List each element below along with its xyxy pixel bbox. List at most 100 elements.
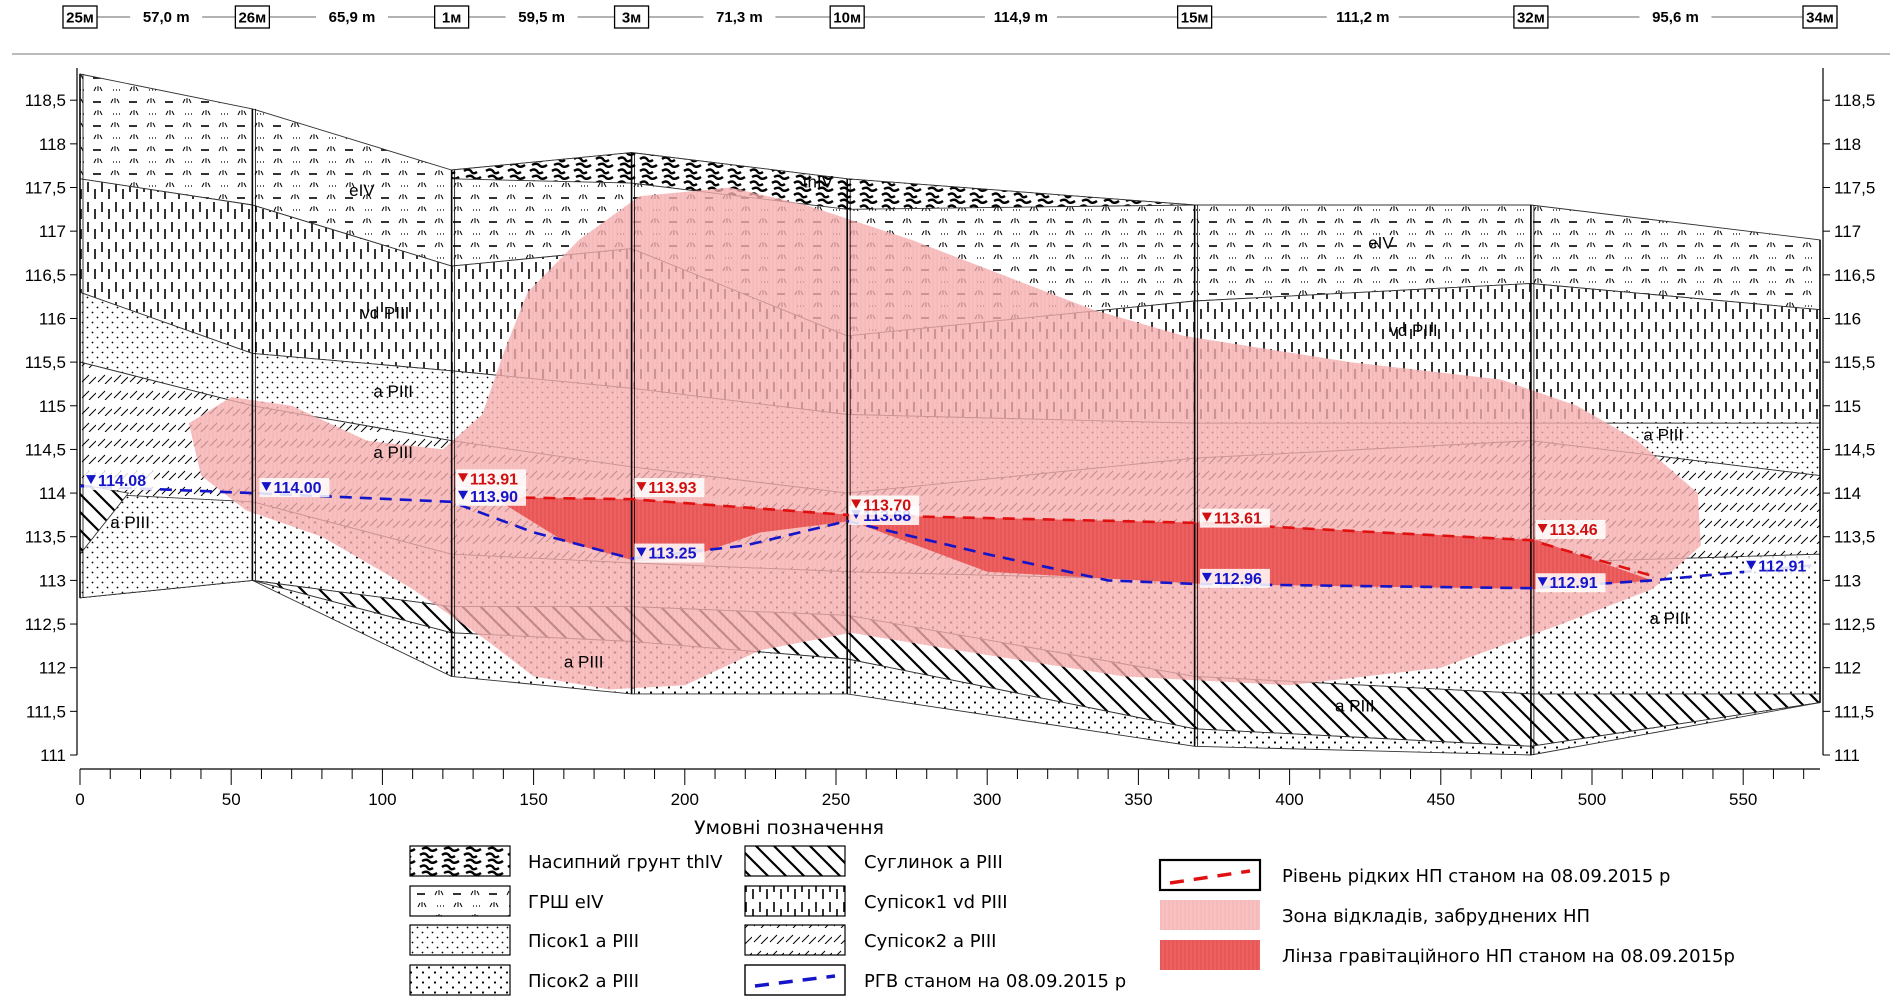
- level-label-bg: [455, 469, 526, 489]
- legend-swatch: [1160, 940, 1260, 970]
- y-tick-label: 115,5: [1834, 353, 1875, 372]
- oil-lens: [503, 497, 1653, 590]
- x-tick-label: 150: [519, 790, 547, 809]
- level-triangle-icon: [86, 475, 96, 485]
- level-triangle-icon: [1537, 524, 1548, 533]
- layer-label: a PIII: [373, 382, 413, 401]
- groundwater-level-marker: 112.96: [1199, 568, 1270, 588]
- well-name: 1м: [442, 10, 461, 27]
- groundwater-level-marker: 112.91: [1744, 556, 1815, 576]
- x-tick-label: 50: [222, 790, 241, 809]
- np-line-icon: [1169, 869, 1251, 885]
- level-value: 113.70: [863, 498, 911, 515]
- well-distance: 65,9 m: [329, 9, 376, 26]
- legend-swatch: [409, 924, 511, 956]
- y-tick-label: 118: [1834, 135, 1861, 154]
- layer-label: a PIII: [373, 443, 413, 462]
- y-tick-label: 113,5: [1834, 528, 1875, 547]
- y-tick-label: 114,5: [25, 440, 66, 459]
- well-distance: 59,5 m: [518, 9, 565, 26]
- level-triangle-icon: [636, 547, 647, 557]
- y-tick-label: 116,5: [1834, 266, 1875, 285]
- level-value: 114.00: [273, 480, 321, 497]
- legend-label: Насипний грунт thIV: [528, 852, 723, 873]
- level-label-bg: [259, 478, 330, 498]
- well-distance: 71,3 m: [716, 9, 763, 26]
- well-header-row: 25м 26м 1м 3м 10м 15м 32м 34м 57,0 m 65,9 m 59,5 m…: [62, 5, 1838, 29]
- legend-label: Супісок1 vd PIII: [864, 892, 1008, 913]
- y-tick-label: 114,5: [1834, 440, 1875, 459]
- level-label-bg: [1199, 568, 1270, 588]
- well-distance: 95,6 m: [1652, 9, 1699, 26]
- level-value: 113.61: [1214, 511, 1262, 528]
- distance-bg: [984, 7, 1057, 27]
- y-tick-label: 115,5: [25, 353, 66, 372]
- well-name-box: [829, 5, 865, 29]
- level-value: 114.08: [98, 473, 146, 490]
- oil-level-marker: 113.70: [849, 495, 920, 515]
- well-name-box: [1513, 5, 1549, 29]
- x-tick-label: 550: [1729, 790, 1757, 809]
- well-name-box: [1802, 5, 1838, 29]
- legend-label: Пісок1 а PIII: [528, 931, 639, 952]
- legend-label: Лінза гравітаційного НП станом на 08.09.…: [1282, 946, 1735, 967]
- level-label-bg: [849, 495, 920, 515]
- distance-bg: [130, 7, 203, 27]
- well-name-box: [1176, 5, 1213, 29]
- legend-swatch: [744, 964, 846, 996]
- groundwater-level-marker: 114.00: [259, 478, 330, 498]
- layer-labels: thIV eIV eIV vd PIII vd PIII a PIII a PIII a PI…: [110, 173, 1689, 716]
- well-columns: [79, 74, 1824, 755]
- oil-lens-area: [503, 497, 1653, 590]
- level-value: 113.91: [470, 471, 518, 488]
- y-tick-label: 116: [39, 309, 66, 328]
- groundwater-level-marker: 113.90: [455, 486, 526, 506]
- y-tick-label: 112,5: [1834, 615, 1875, 634]
- level-label-bg: [634, 543, 705, 563]
- layer-label: a PIII: [110, 513, 150, 532]
- level-label-bg: [1535, 519, 1606, 539]
- x-tick-label: 0: [75, 790, 84, 809]
- layer-label: a PIII: [1649, 609, 1689, 628]
- y-tick-label: 114: [1834, 484, 1861, 503]
- y-tick-label: 116: [1834, 309, 1861, 328]
- y-tick-label: 116,5: [25, 266, 66, 285]
- y-tick-label: 118,5: [25, 91, 66, 110]
- legend-swatch: [409, 964, 511, 996]
- level-value: 112.91: [1550, 575, 1598, 592]
- well-name: 3м: [622, 10, 641, 27]
- legend-swatch: [409, 845, 511, 877]
- well-name: 10м: [833, 10, 861, 27]
- y-tick-label: 115: [39, 397, 66, 416]
- level-triangle-icon: [458, 490, 468, 500]
- layer-label: a PIII: [564, 653, 604, 672]
- level-triangle-icon: [1746, 560, 1757, 570]
- layer-label: vd PIII: [361, 303, 409, 322]
- y-tick-label: 112: [1834, 659, 1861, 678]
- layer-label: a PIII: [1335, 696, 1375, 715]
- oil-level-line: [503, 496, 1653, 578]
- level-value: 112.91: [1758, 559, 1806, 576]
- groundwater-level-marker: 112.91: [1535, 573, 1606, 593]
- well-name: 26м: [238, 10, 266, 27]
- well-name-box: [234, 5, 271, 29]
- y-tick-label: 112: [39, 659, 66, 678]
- y-tick-label: 113,5: [25, 528, 66, 547]
- layer-nasypnyi: [451, 152, 1195, 210]
- y-tick-label: 118,5: [1834, 91, 1875, 110]
- level-triangle-icon: [1537, 577, 1548, 587]
- oil-level-marker: 113.61: [1199, 508, 1270, 528]
- axes: 111 111 111,5 111,5 112 112 112,5 112,5 113 113 11…: [25, 68, 1875, 809]
- y-tick-label: 111,5: [1834, 702, 1874, 721]
- level-triangle-icon: [636, 482, 647, 492]
- layer-label: thIV: [803, 173, 834, 192]
- well-distance: 57,0 m: [143, 9, 190, 26]
- legend-label: Супісок2 а PIII: [864, 931, 996, 952]
- level-label-bg: [84, 471, 155, 491]
- level-value: 112.96: [1214, 571, 1262, 588]
- y-tick-label: 113: [39, 571, 66, 590]
- distance-bg: [316, 7, 389, 27]
- level-triangle-icon: [1201, 512, 1212, 522]
- y-tick-label: 118: [39, 135, 66, 154]
